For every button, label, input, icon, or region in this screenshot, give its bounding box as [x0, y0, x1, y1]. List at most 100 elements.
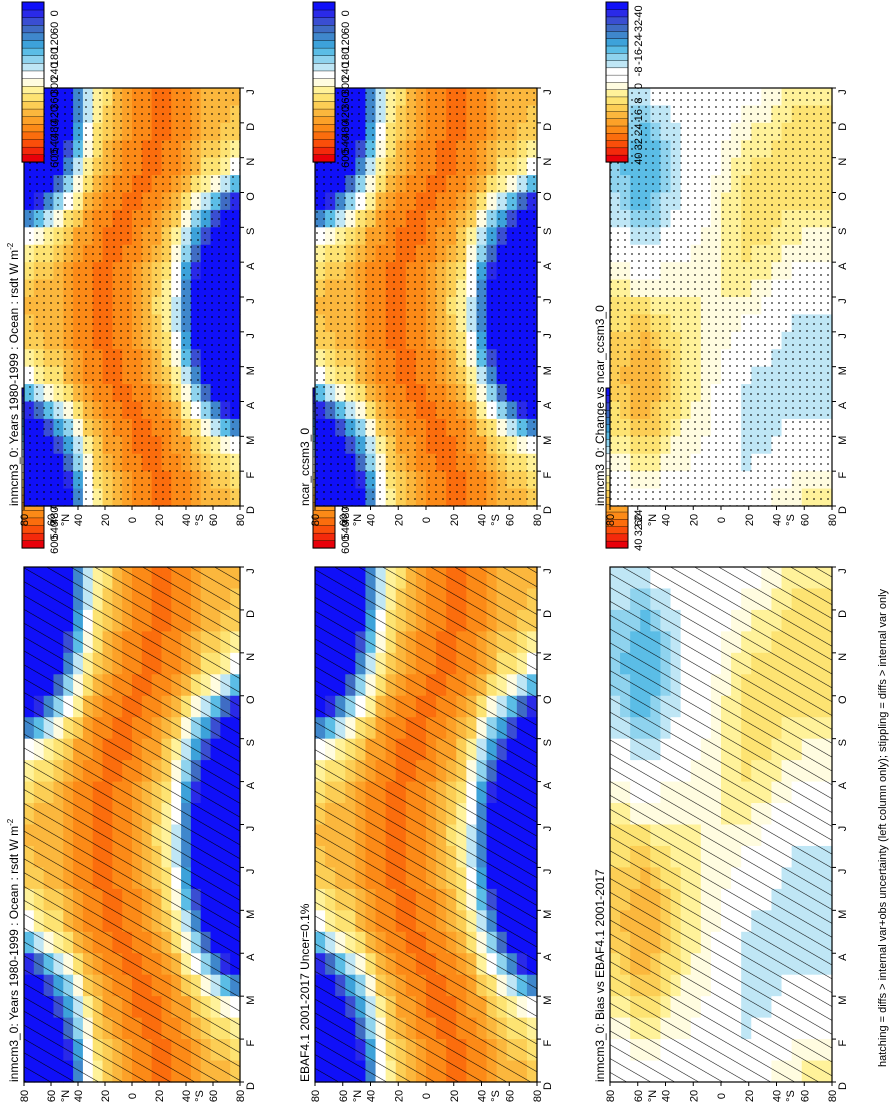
legend-frame	[21, 1, 45, 163]
legend-swatch	[312, 131, 336, 140]
month-tick-label: J	[542, 826, 554, 832]
month-tick-label: M	[837, 910, 849, 919]
month-tick-label: N	[837, 158, 849, 166]
month-tick-label: F	[542, 1039, 554, 1046]
legend-swatch	[605, 103, 629, 112]
legend-label: -8	[633, 67, 645, 77]
lat-tick-label: 40	[73, 514, 85, 526]
lat-tick-label: 40	[661, 514, 673, 526]
panel-change: 80 60 40 20 0 20 40 60 80°N °SDFMAMJJASONDJinmcm3…	[593, 1, 849, 526]
month-tick-label: J	[245, 298, 257, 304]
legend-swatch	[21, 1, 45, 11]
legend-label: 540	[49, 135, 61, 153]
lat-tick-label: 20	[100, 1090, 112, 1102]
lat-tick-label: 80	[19, 514, 31, 526]
month-tick-label: D	[542, 610, 554, 618]
legend-swatch	[605, 118, 629, 127]
legend-swatch	[21, 100, 45, 110]
month-tick-label: F	[245, 472, 257, 479]
lat-tick-label: 40	[181, 514, 193, 526]
month-tick-label: O	[245, 192, 257, 201]
month-tick-label: F	[245, 1039, 257, 1046]
legend-label: 540	[340, 521, 352, 539]
lat-tick-label: 80	[532, 514, 544, 526]
lat-tick-label: 60	[338, 514, 350, 526]
legend-swatch	[605, 147, 629, 156]
month-tick-label: M	[245, 996, 257, 1005]
month-tick-label: N	[837, 653, 849, 661]
legend-frame	[605, 1, 629, 163]
legend-swatch	[605, 139, 629, 149]
legend-swatch	[21, 123, 45, 133]
axis-extra-label: D	[837, 506, 849, 514]
legend-swatch	[312, 24, 336, 34]
month-tick-label: S	[245, 228, 257, 235]
panel-title-superscript: -2	[6, 818, 15, 826]
legend-swatch	[21, 85, 45, 95]
legend-swatch	[21, 39, 45, 49]
month-tick-label: D	[245, 123, 257, 131]
month-tick-label: O	[542, 695, 554, 704]
lat-tick-label: 0	[716, 517, 728, 523]
legend-label: -24	[633, 34, 645, 50]
legend-swatch	[312, 62, 336, 72]
legend-label: 300	[340, 77, 352, 95]
month-tick-label: D	[542, 123, 554, 131]
lat-tick-label: 80	[605, 1090, 617, 1102]
lat-tick-label: 0	[421, 517, 433, 523]
legend-label: 60	[340, 22, 352, 34]
month-tick-label: S	[837, 228, 849, 235]
axis-extra-label: D	[542, 506, 554, 514]
month-tick-label: J	[837, 826, 849, 832]
legend-label: 24	[633, 510, 645, 522]
month-tick-label: N	[542, 653, 554, 661]
month-tick-label: J	[837, 869, 849, 875]
legend-label: 420	[340, 106, 352, 124]
legend-swatch	[21, 24, 45, 34]
panel-model_clim_2: 80 60 40 20 0 20 40 60 80 °N °S D F M A M J J A S O N D Jinmcm3…	[6, 1, 257, 526]
lat-label-north: °N	[60, 514, 72, 526]
legend-swatch	[312, 85, 336, 95]
legend-swatch	[21, 77, 45, 87]
lat-tick-label: 0	[127, 517, 139, 523]
legend-swatch	[21, 108, 45, 117]
panel-title: ncar_ccsm3_0	[298, 428, 312, 506]
legend-label: 240	[340, 62, 352, 80]
month-tick-label: A	[245, 401, 257, 409]
lat-tick-label: 40	[181, 1090, 193, 1102]
month-tick-label: A	[837, 781, 849, 789]
legend-swatch	[605, 132, 629, 141]
legend-swatch	[605, 1, 629, 10]
lat-tick-label: 20	[100, 514, 112, 526]
month-tick-label: A	[837, 953, 849, 961]
legend-swatch	[21, 131, 45, 140]
legend-label: 540	[340, 135, 352, 153]
legend-label: 540	[49, 521, 61, 539]
month-tick-label: S	[542, 739, 554, 746]
lat-label-north: °N	[352, 514, 364, 526]
lat-tick-label: 60	[46, 514, 58, 526]
month-tick-label: A	[245, 262, 257, 270]
legend-label: 300	[49, 77, 61, 95]
lat-tick-label: 60	[208, 514, 220, 526]
legend-swatch	[605, 81, 629, 90]
legend-swatch	[605, 74, 629, 83]
lat-tick-label: 20	[744, 514, 756, 526]
lat-tick-label: 20	[154, 1090, 166, 1102]
legend-swatch	[21, 93, 45, 102]
legend-swatch	[312, 55, 336, 64]
month-tick-label: N	[245, 653, 257, 661]
stipple-overlay	[315, 88, 537, 506]
legend-label: 600	[49, 536, 61, 554]
figure-footer-note: hatching = diffs > internal var+obs unce…	[877, 588, 889, 1067]
legend-label: 600	[340, 536, 352, 554]
legend-swatch	[605, 154, 629, 163]
lat-tick-label: 40	[366, 514, 378, 526]
lat-label-south: °S	[490, 514, 502, 526]
axis-extra-label: D	[245, 506, 257, 514]
lat-label-south: °S	[490, 1090, 502, 1102]
legend-label: -40	[633, 5, 645, 21]
lat-tick-label: 60	[799, 514, 811, 526]
month-tick-label: J	[542, 298, 554, 304]
